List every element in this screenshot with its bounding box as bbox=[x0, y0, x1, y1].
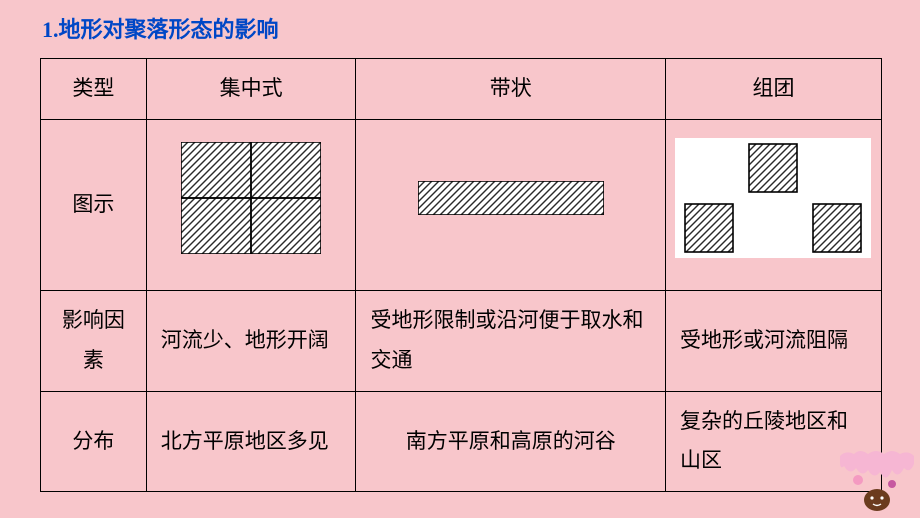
row-label-diagram: 图示 bbox=[41, 119, 147, 290]
cell-dist-concentrated: 北方平原地区多见 bbox=[146, 391, 356, 492]
diagram-clusters-cell bbox=[665, 119, 881, 290]
col-header-type: 类型 bbox=[41, 59, 147, 120]
page-title: 1.地形对聚落形态的影响 bbox=[0, 0, 920, 58]
diagram-concentrated-cell bbox=[146, 119, 356, 290]
col-header-strip: 带状 bbox=[356, 59, 666, 120]
diagram-concentrated bbox=[181, 142, 321, 254]
table-row-diagram: 图示 bbox=[41, 119, 882, 290]
table-header-row: 类型 集中式 带状 组团 bbox=[41, 59, 882, 120]
cell-factors-cluster: 受地形或河流阻隔 bbox=[665, 290, 881, 391]
diagram-strip-cell bbox=[356, 119, 666, 290]
row-label-distribution: 分布 bbox=[41, 391, 147, 492]
cell-dist-strip: 南方平原和高原的河谷 bbox=[356, 391, 666, 492]
cell-factors-strip: 受地形限制或沿河便于取水和交通 bbox=[356, 290, 666, 391]
col-header-concentrated: 集中式 bbox=[146, 59, 356, 120]
diagram-clusters bbox=[675, 138, 871, 258]
settlement-form-table: 类型 集中式 带状 组团 图示 影响因素 河流少、地形开阔 受地形限制或沿河便于… bbox=[40, 58, 882, 492]
corner-decoration-icon bbox=[840, 450, 914, 512]
row-label-factors: 影响因素 bbox=[41, 290, 147, 391]
col-header-cluster: 组团 bbox=[665, 59, 881, 120]
diagram-strip bbox=[418, 181, 604, 215]
table-row-factors: 影响因素 河流少、地形开阔 受地形限制或沿河便于取水和交通 受地形或河流阻隔 bbox=[41, 290, 882, 391]
cell-factors-concentrated: 河流少、地形开阔 bbox=[146, 290, 356, 391]
table-row-distribution: 分布 北方平原地区多见 南方平原和高原的河谷 复杂的丘陵地区和山区 bbox=[41, 391, 882, 492]
